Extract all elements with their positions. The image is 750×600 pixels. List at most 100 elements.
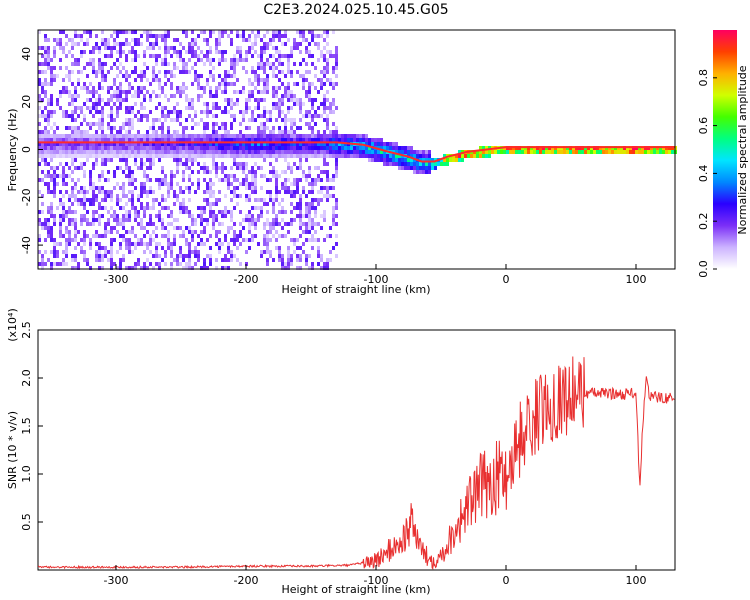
x-tick-label: -300 bbox=[104, 574, 129, 587]
heatmap-cell bbox=[245, 214, 248, 218]
heatmap-cell bbox=[74, 210, 77, 214]
heatmap-cell bbox=[299, 254, 302, 258]
heatmap-cell bbox=[290, 218, 293, 222]
heatmap-cell bbox=[326, 78, 329, 82]
heatmap-cell bbox=[86, 38, 89, 42]
heatmap-cell bbox=[272, 210, 275, 214]
heatmap-cell bbox=[263, 142, 266, 146]
heatmap-cell bbox=[317, 138, 320, 142]
heatmap-cell bbox=[341, 146, 344, 150]
heatmap-cell bbox=[77, 142, 80, 146]
heatmap-cell bbox=[125, 78, 128, 82]
heatmap-cell bbox=[233, 230, 236, 234]
heatmap-cell bbox=[284, 146, 287, 150]
heatmap-cell bbox=[245, 150, 248, 154]
heatmap-cell bbox=[350, 146, 353, 150]
heatmap-cell bbox=[98, 206, 101, 210]
heatmap-cell bbox=[182, 206, 185, 210]
heatmap-cell bbox=[107, 126, 110, 130]
heatmap-cell bbox=[116, 134, 119, 138]
heatmap-cell bbox=[50, 166, 53, 170]
heatmap-cell bbox=[149, 162, 152, 166]
heatmap-cell bbox=[134, 214, 137, 218]
heatmap-cell bbox=[197, 58, 200, 62]
heatmap-cell bbox=[116, 166, 119, 170]
heatmap-cell bbox=[146, 174, 149, 178]
heatmap-cell bbox=[302, 30, 305, 34]
heatmap-cell bbox=[416, 150, 419, 154]
heatmap-cell bbox=[299, 42, 302, 46]
heatmap-cell bbox=[182, 126, 185, 130]
heatmap-cell bbox=[302, 114, 305, 118]
heatmap-cell bbox=[200, 58, 203, 62]
heatmap-cell bbox=[332, 130, 335, 134]
heatmap-cell bbox=[71, 146, 74, 150]
heatmap-cell bbox=[44, 114, 47, 118]
heatmap-cell bbox=[287, 94, 290, 98]
heatmap-cell bbox=[53, 254, 56, 258]
heatmap-cell bbox=[194, 154, 197, 158]
heatmap-cell bbox=[134, 94, 137, 98]
heatmap-cell bbox=[296, 142, 299, 146]
heatmap-cell bbox=[206, 134, 209, 138]
heatmap-cell bbox=[194, 74, 197, 78]
heatmap-cell bbox=[185, 226, 188, 230]
heatmap-cell bbox=[299, 118, 302, 122]
heatmap-cell bbox=[47, 138, 50, 142]
heatmap-cell bbox=[170, 138, 173, 142]
heatmap-cell bbox=[275, 150, 278, 154]
heatmap-cell bbox=[161, 178, 164, 182]
heatmap-cell bbox=[326, 142, 329, 146]
heatmap-cell bbox=[206, 186, 209, 190]
heatmap-cell bbox=[266, 178, 269, 182]
heatmap-cell bbox=[227, 130, 230, 134]
heatmap-cell bbox=[242, 150, 245, 154]
heatmap-cell bbox=[290, 74, 293, 78]
heatmap-cell bbox=[113, 238, 116, 242]
heatmap-cell bbox=[299, 110, 302, 114]
heatmap-cell bbox=[434, 162, 437, 166]
heatmap-cell bbox=[308, 182, 311, 186]
heatmap-cell bbox=[119, 102, 122, 106]
heatmap-cell bbox=[257, 62, 260, 66]
heatmap-cell bbox=[95, 146, 98, 150]
heatmap-cell bbox=[260, 186, 263, 190]
heatmap-cell bbox=[275, 194, 278, 198]
heatmap-cell bbox=[254, 182, 257, 186]
heatmap-cell bbox=[305, 142, 308, 146]
heatmap-cell bbox=[50, 262, 53, 266]
heatmap-cell bbox=[281, 198, 284, 202]
heatmap-cell bbox=[278, 98, 281, 102]
heatmap-cell bbox=[233, 186, 236, 190]
heatmap-cell bbox=[119, 142, 122, 146]
heatmap-cell bbox=[218, 86, 221, 90]
heatmap-cell bbox=[65, 134, 68, 138]
heatmap-cell bbox=[221, 258, 224, 262]
heatmap-cell bbox=[224, 258, 227, 262]
colorbar-ticks: 0.00.20.40.60.8 bbox=[697, 69, 717, 278]
heatmap-cell bbox=[224, 122, 227, 126]
heatmap-cell bbox=[170, 86, 173, 90]
heatmap-cell bbox=[260, 250, 263, 254]
heatmap-cell bbox=[146, 230, 149, 234]
heatmap-cell bbox=[224, 126, 227, 130]
heatmap-cell bbox=[38, 98, 41, 102]
heatmap-cell bbox=[296, 102, 299, 106]
heatmap-cell bbox=[266, 134, 269, 138]
heatmap-cell bbox=[188, 258, 191, 262]
heatmap-cell bbox=[80, 54, 83, 58]
heatmap-cell bbox=[59, 150, 62, 154]
heatmap-cell bbox=[113, 154, 116, 158]
heatmap-cell bbox=[269, 134, 272, 138]
heatmap-cell bbox=[239, 210, 242, 214]
heatmap-cell bbox=[119, 82, 122, 86]
x-tick-label: -100 bbox=[364, 574, 389, 587]
heatmap-cell bbox=[233, 62, 236, 66]
heatmap-cell bbox=[284, 266, 287, 270]
heatmap-cell bbox=[74, 198, 77, 202]
heatmap-cell bbox=[44, 182, 47, 186]
heatmap-cell bbox=[95, 218, 98, 222]
heatmap-cell bbox=[92, 94, 95, 98]
heatmap-cell bbox=[308, 238, 311, 242]
heatmap-cell bbox=[38, 114, 41, 118]
